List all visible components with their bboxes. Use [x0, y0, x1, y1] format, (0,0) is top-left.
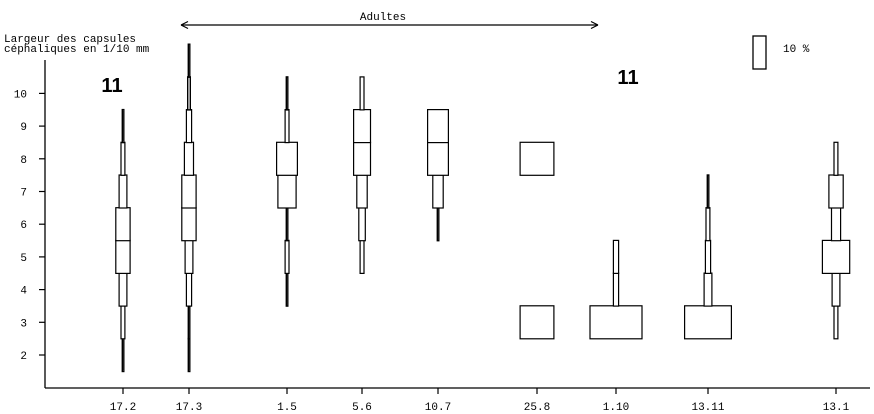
kite-band — [353, 108, 372, 144]
kite-band — [120, 141, 126, 176]
kite-17.3 — [181, 43, 197, 373]
y-tick-label: 2 — [20, 351, 27, 363]
y-tick-label: 3 — [20, 318, 27, 330]
kite-band — [589, 305, 643, 340]
kite-band — [187, 305, 191, 340]
kite-band — [353, 141, 372, 176]
y-tick-label: 5 — [20, 253, 27, 265]
scale-label: 10 % — [783, 44, 810, 56]
kite-band — [356, 174, 368, 209]
kite-band — [185, 272, 193, 307]
y-tick-label: 6 — [20, 220, 27, 232]
kite-band — [285, 76, 289, 111]
kite-band — [121, 337, 125, 373]
x-tick-label: 5.6 — [352, 402, 372, 414]
adults-arrow-head-right — [590, 20, 599, 30]
kite-band — [432, 174, 444, 209]
kite-band — [831, 272, 841, 307]
x-tick-label: 1.5 — [277, 402, 297, 414]
kite-13.1 — [821, 141, 851, 340]
y-tick-label: 8 — [20, 155, 27, 167]
kite-band — [833, 305, 839, 340]
kite-band — [186, 76, 191, 111]
kite-band — [115, 207, 131, 242]
kite-band — [359, 239, 365, 274]
sample-size-label: 11 — [617, 67, 638, 89]
kite-1.5 — [276, 76, 299, 307]
kite-band — [427, 108, 450, 144]
y-tick-label: 9 — [20, 122, 27, 134]
sample-size-label: 11 — [101, 75, 122, 97]
kite-band — [828, 174, 844, 209]
kite-band — [285, 206, 289, 242]
x-tick-label: 10.7 — [425, 402, 451, 414]
kite-band — [358, 207, 366, 242]
kite-band — [181, 174, 197, 209]
kite-band — [830, 207, 842, 242]
x-tick-label: 17.2 — [110, 402, 136, 414]
y-tick-label: 10 — [14, 89, 27, 101]
x-tick-label: 25.8 — [524, 402, 550, 414]
y-tick-label: 7 — [20, 188, 27, 200]
kite-band — [703, 272, 713, 307]
kite-13.11 — [683, 174, 732, 340]
adults-arrow-head-left — [180, 20, 189, 30]
kite-band — [121, 108, 125, 144]
labels: Largeur des capsules céphaliques en 1/10… — [4, 12, 810, 97]
kite-25.8 — [519, 141, 555, 340]
kite-band — [427, 141, 450, 176]
kite-17.2 — [115, 108, 131, 373]
kite-band — [118, 272, 128, 307]
kite-band — [833, 141, 839, 176]
kite-band — [118, 174, 128, 209]
kite-band — [115, 239, 131, 274]
axes: 2 3 4 5 6 7 8 9 10 17.2 17.3 1.5 5.6 10.7 25.8 1.10 13.1… — [14, 60, 870, 414]
kite-10.7 — [427, 108, 450, 242]
kite-band — [704, 239, 712, 274]
x-tick-label: 13.11 — [691, 402, 724, 414]
kite-band — [187, 337, 191, 373]
kite-5.6 — [353, 76, 372, 274]
kite-band — [683, 305, 732, 340]
x-tick-label: 13.1 — [823, 402, 850, 414]
kite-band — [359, 76, 365, 111]
kite-band — [284, 108, 290, 144]
kite-band — [519, 141, 555, 176]
kite-band — [277, 174, 297, 209]
kite-band — [276, 141, 299, 176]
x-tick-label: 1.10 — [603, 402, 629, 414]
kite-band — [705, 207, 711, 242]
kite-band — [120, 305, 126, 340]
kite-band — [284, 239, 290, 274]
kite-band — [187, 43, 191, 78]
kite-band — [183, 141, 195, 176]
kite-band — [185, 108, 193, 144]
kite-band — [184, 239, 194, 274]
y-tick-label: 4 — [20, 286, 27, 298]
kite-band — [706, 174, 710, 209]
kite-band — [181, 207, 197, 242]
kite-band — [612, 239, 620, 274]
kite-band — [821, 239, 851, 274]
scale-bar-10-percent — [752, 35, 767, 70]
kite-band — [285, 272, 289, 307]
y-axis-label-line2: céphaliques en 1/10 mm — [4, 44, 150, 56]
kite-band — [436, 206, 440, 242]
adults-label: Adultes — [360, 12, 406, 24]
kite-band — [612, 272, 620, 307]
y-axis-label-line1: Largeur des capsules — [4, 34, 136, 46]
x-tick-label: 17.3 — [176, 402, 202, 414]
kites — [115, 43, 851, 373]
kite-1.10 — [589, 239, 643, 340]
kite-band — [519, 305, 555, 340]
